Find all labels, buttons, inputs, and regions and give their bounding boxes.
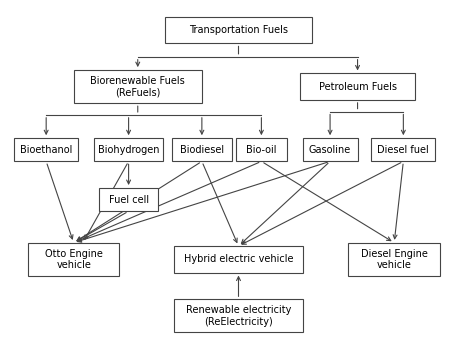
Bar [14, 138, 78, 161]
Text: Biodiesel: Biodiesel [179, 145, 223, 155]
Bar [28, 243, 119, 276]
Bar [99, 188, 158, 211]
Bar [347, 243, 439, 276]
Text: Diesel Engine
vehicle: Diesel Engine vehicle [360, 248, 426, 270]
Text: Biorenewable Fuels
(ReFuels): Biorenewable Fuels (ReFuels) [90, 76, 185, 98]
Bar [174, 299, 302, 333]
Text: Fuel cell: Fuel cell [109, 194, 149, 204]
Text: Gasoline: Gasoline [308, 145, 350, 155]
Bar [73, 70, 201, 103]
Text: Otto Engine
vehicle: Otto Engine vehicle [45, 248, 102, 270]
Text: Diesel fuel: Diesel fuel [377, 145, 428, 155]
Bar [302, 138, 357, 161]
Bar [174, 246, 302, 273]
Text: Biohydrogen: Biohydrogen [98, 145, 159, 155]
Text: Bioethanol: Bioethanol [20, 145, 72, 155]
Bar [172, 138, 231, 161]
Text: Renewable electricity
(ReElectricity): Renewable electricity (ReElectricity) [186, 305, 290, 327]
Bar [236, 138, 286, 161]
Bar [165, 17, 311, 44]
Text: Bio-oil: Bio-oil [246, 145, 276, 155]
Bar [370, 138, 435, 161]
Bar [94, 138, 163, 161]
Text: Transportation Fuels: Transportation Fuels [188, 25, 288, 35]
Bar [300, 73, 414, 100]
Text: Petroleum Fuels: Petroleum Fuels [318, 82, 396, 92]
Text: Hybrid electric vehicle: Hybrid electric vehicle [183, 254, 293, 264]
